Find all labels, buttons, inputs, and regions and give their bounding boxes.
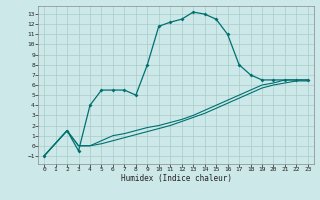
X-axis label: Humidex (Indice chaleur): Humidex (Indice chaleur) (121, 174, 231, 183)
